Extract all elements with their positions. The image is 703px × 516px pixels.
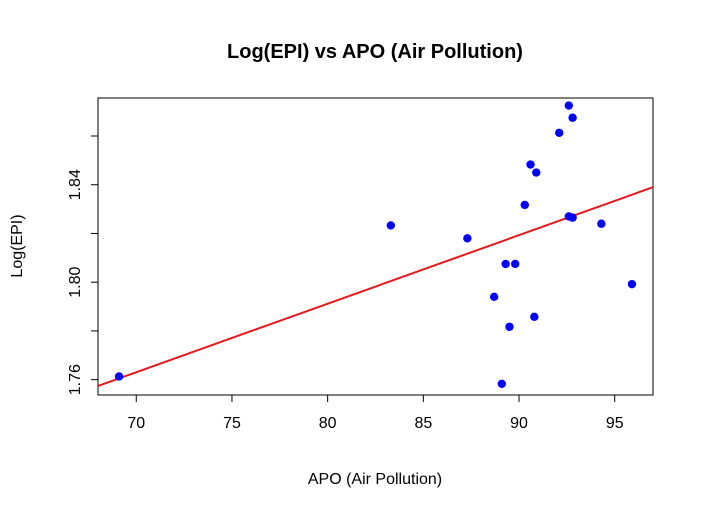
data-point: [489, 292, 499, 302]
y-axis: 1.76 1.80 1.84: [67, 135, 98, 395]
data-point: [501, 259, 510, 269]
x-tick-label: 70: [127, 415, 145, 432]
data-point: [627, 279, 637, 289]
y-tick-label: 1.80: [67, 267, 84, 298]
chart-title: Log(EPI) vs APO (Air Pollution): [227, 41, 523, 63]
data-point: [532, 168, 541, 177]
x-tick-label: 95: [606, 415, 624, 432]
y-axis-label: Log(EPI): [9, 214, 26, 277]
data-point: [555, 128, 564, 138]
y-tick-label: 1.84: [67, 169, 84, 200]
data-point: [505, 322, 514, 331]
data-point: [568, 113, 577, 122]
data-point: [564, 101, 573, 110]
x-axis: 70 75 80 85 90 95: [127, 395, 624, 432]
data-point: [114, 372, 124, 381]
data-point: [597, 219, 606, 228]
data-point: [386, 221, 396, 230]
points-layer: [114, 101, 637, 388]
regression-layer: [97, 186, 654, 387]
x-tick-label: 75: [223, 415, 241, 432]
data-point: [530, 312, 539, 321]
x-tick-label: 90: [510, 415, 528, 432]
data-point: [568, 213, 577, 222]
plot-frame: [97, 97, 654, 396]
data-point: [526, 160, 535, 169]
y-tick-label: 1.76: [67, 364, 84, 395]
x-axis-label: APO (Air Pollution): [308, 471, 442, 488]
x-tick-label: 80: [319, 415, 337, 432]
data-point: [463, 234, 472, 243]
regression-line: [97, 186, 654, 387]
data-point: [497, 379, 507, 388]
data-point: [520, 200, 529, 210]
data-point: [511, 259, 520, 269]
x-tick-label: 85: [414, 415, 432, 432]
